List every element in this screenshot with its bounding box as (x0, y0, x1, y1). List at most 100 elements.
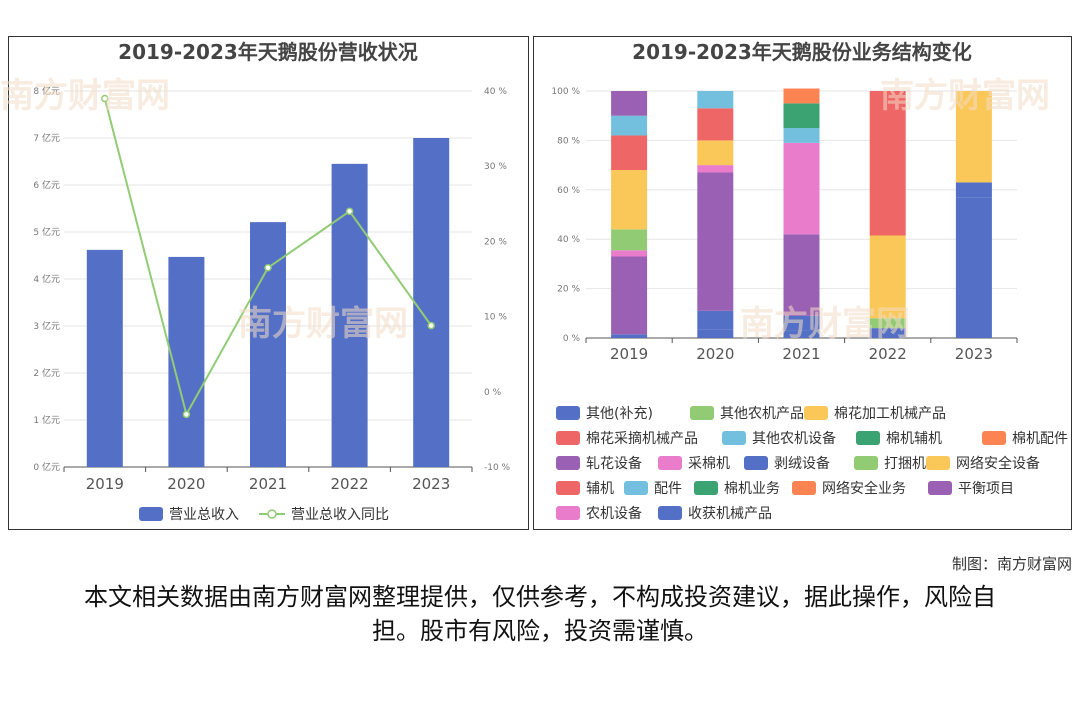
x-tick-label: 2023 (412, 475, 450, 493)
stacked-bar-segment (955, 197, 992, 338)
yoy-point (101, 94, 109, 103)
bar (413, 138, 450, 467)
legend-label: 平衡项目 (958, 481, 1014, 497)
legend-swatch (804, 406, 828, 420)
legend-label: 打捆机 (884, 455, 926, 472)
stacked-bar-segment (783, 128, 820, 143)
stacked-bar-segment (869, 318, 906, 329)
stacked-bar-segment (869, 328, 906, 338)
stacked-bar-segment (611, 334, 648, 338)
stacked-bar-segment (611, 250, 648, 257)
legend-swatch (556, 431, 580, 445)
legend-swatch (744, 456, 768, 470)
legend-label: 配件 (654, 481, 682, 497)
legend-swatch (722, 431, 746, 445)
stacked-bar-segment (697, 91, 734, 109)
y-right-tick-label: 30 % (484, 162, 507, 172)
x-tick-label: 2020 (167, 475, 205, 493)
legend-swatch (854, 456, 878, 470)
x-tick-label: 2022 (869, 345, 907, 363)
y-left-tick-label: 1 亿元 (33, 414, 60, 426)
stacked-bar-segment (611, 170, 648, 230)
stacked-bar-segment (869, 91, 906, 236)
yoy-point (182, 410, 191, 419)
legend-label: 网络安全设备 (956, 455, 1040, 472)
x-tick-label: 2020 (696, 345, 734, 363)
chart-title: 2019-2023年天鹅股份营收状况 (118, 40, 418, 64)
legend-label: 收获机械产品 (688, 506, 772, 522)
stacked-bar-segment (611, 115, 648, 136)
structure-chart-panel: 2019-2023年天鹅股份业务结构变化 0 % 20 % 40 % 60 % 80 % 1… (533, 36, 1072, 530)
legend-swatch (556, 481, 580, 495)
legend-swatch (658, 506, 682, 520)
x-tick-label: 2021 (782, 345, 820, 363)
legend-swatch (556, 406, 580, 420)
legend-label: 营业总收入 (169, 507, 239, 523)
stacked-bar-segment (611, 229, 648, 251)
y-right-tick-label: 40 % (484, 87, 507, 97)
legend-label: 其他农机设备 (752, 430, 836, 447)
stacked-bar-segment (697, 165, 734, 173)
yoy-point (427, 321, 435, 330)
stacked-bar-segment (697, 140, 734, 166)
legend-label: 剥绒设备 (774, 455, 830, 472)
legend-label: 网络安全业务 (822, 480, 906, 497)
y-tick-label: 0 % (563, 334, 581, 344)
x-tick-label: 2021 (249, 475, 287, 493)
stacked-bar-segment (955, 91, 992, 183)
stacked-bar-segment (783, 330, 820, 338)
stacked-bar-segment (955, 182, 992, 198)
y-left-tick-label: 6 亿元 (33, 179, 60, 191)
legend-label: 棉机业务 (724, 480, 780, 497)
y-tick-label: 100 % (551, 87, 580, 97)
legend-swatch (624, 481, 648, 495)
legend-swatch (556, 506, 580, 520)
stacked-bar-segment (783, 142, 820, 235)
chart-credit: 制图：南方财富网 (951, 555, 1072, 573)
y-left-tick-label: 7 亿元 (33, 132, 60, 144)
x-tick-label: 2022 (331, 475, 369, 493)
y-left-tick-label: 2 亿元 (33, 367, 60, 379)
legend-label: 采棉机 (688, 455, 730, 472)
y-right-tick-label: 10 % (484, 313, 507, 323)
yoy-point (345, 207, 354, 216)
stacked-bar-segment (611, 91, 648, 116)
stacked-bar-segment (697, 329, 734, 338)
bar (250, 222, 286, 467)
legend-label: 辅机 (586, 481, 614, 497)
y-tick-label: 60 % (557, 186, 580, 196)
legend-swatch (926, 456, 950, 470)
yoy-point (264, 263, 272, 272)
legend-swatch (856, 431, 880, 445)
legend-swatch (694, 481, 718, 495)
y-left-tick-label: 8 亿元 (33, 85, 60, 97)
bar (168, 256, 205, 467)
y-right-tick-label: 0 % (484, 388, 502, 398)
disclaimer-text: 本文相关数据由南方财富网整理提供，仅供参考，不构成投资建议，据此操作，风险自担。… (84, 583, 996, 645)
structure-chart: 2019-2023年天鹅股份业务结构变化 0 % 20 % 40 % 60 % 80 % 1… (551, 40, 1068, 522)
y-tick-label: 80 % (557, 136, 580, 146)
stacked-bar-segment (611, 256, 648, 335)
y-right-tick-label: -10 % (484, 463, 511, 473)
stacked-bar-segment (611, 135, 648, 171)
revenue-chart: 2019-2023年天鹅股份营收状况 0 亿元 1 亿元 2 亿元 3 亿元 4 亿元 5 … (33, 40, 511, 523)
stacked-bar-segment (783, 315, 820, 331)
stacked-bar-segment (697, 172, 734, 311)
legend-swatch (792, 481, 816, 495)
revenue-chart-panel: 2019-2023年天鹅股份营收状况 0 亿元 1 亿元 2 亿元 3 亿元 4 亿元 5 … (8, 36, 529, 530)
stacked-bar-segment (697, 310, 734, 330)
y-tick-label: 20 % (557, 285, 580, 295)
stacked-bar-segment (783, 234, 820, 316)
y-tick-label: 40 % (557, 235, 580, 245)
x-tick-label: 2019 (610, 345, 648, 363)
legend-swatch (556, 456, 580, 470)
legend-label: 轧花设备 (586, 455, 642, 472)
y-left-tick-label: 0 亿元 (33, 461, 60, 473)
stacked-bar-segment (783, 103, 820, 129)
legend-swatch-bar (139, 507, 163, 521)
y-left-tick-label: 4 亿元 (33, 273, 60, 285)
legend-label: 棉花加工机械产品 (834, 405, 946, 422)
legend-label: 农机设备 (586, 505, 642, 522)
legend-label: 其他农机产品 (720, 406, 804, 422)
legend-swatch-point (267, 509, 277, 519)
